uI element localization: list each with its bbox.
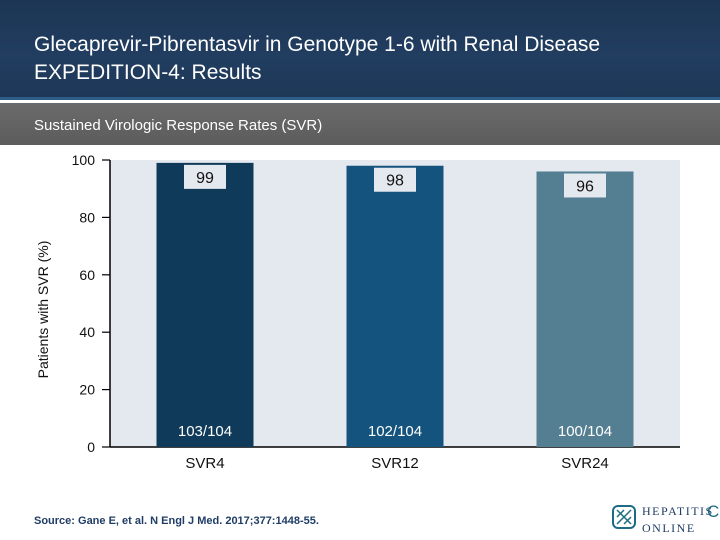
y-tick-label: 60 bbox=[79, 267, 95, 283]
x-tick-label: SVR24 bbox=[561, 455, 609, 472]
hepatitis-c-online-logo: HEPATITIS ONLINE C bbox=[612, 502, 720, 540]
title-band: Glecaprevir-Pibrentasvir in Genotype 1-6… bbox=[0, 0, 720, 100]
y-tick-label: 40 bbox=[79, 324, 95, 340]
value-label-box bbox=[374, 167, 416, 192]
section-heading: Sustained Virologic Response Rates (SVR) bbox=[34, 117, 323, 134]
count-label: 103/104 bbox=[178, 423, 232, 440]
section-band: Sustained Virologic Response Rates (SVR) bbox=[0, 103, 720, 145]
bar-svr24 bbox=[536, 171, 634, 448]
bar-svr4 bbox=[156, 162, 254, 447]
source-citation: Source: Gane E, et al. N Engl J Med. 201… bbox=[34, 515, 319, 527]
bar-chart: 0 20 40 60 80 100 Patients with SVR (%) 99 103/1… bbox=[35, 152, 680, 472]
logo-text-c: C bbox=[707, 502, 720, 521]
x-tick-label: SVR12 bbox=[371, 455, 419, 472]
y-axis-title: Patients with SVR (%) bbox=[35, 241, 51, 379]
logo-mark-icon bbox=[612, 505, 636, 529]
value-label: 98 bbox=[386, 173, 404, 190]
logo-text-hepatitis: HEPATITIS bbox=[642, 504, 714, 518]
value-label-box bbox=[184, 164, 226, 189]
logo-text-online: ONLINE bbox=[642, 521, 696, 535]
count-label: 102/104 bbox=[368, 423, 422, 440]
bar-svr12 bbox=[346, 165, 444, 448]
value-label: 96 bbox=[576, 178, 594, 195]
y-tick-label: 20 bbox=[79, 382, 95, 398]
value-label-box bbox=[564, 173, 606, 198]
y-tick-label: 0 bbox=[87, 439, 95, 455]
slide-subtitle-study: EXPEDITION-4: Results bbox=[34, 61, 262, 84]
value-label: 99 bbox=[196, 170, 214, 187]
y-tick-label: 100 bbox=[72, 152, 96, 168]
count-label: 100/104 bbox=[558, 423, 612, 440]
slide-title: Glecaprevir-Pibrentasvir in Genotype 1-6… bbox=[34, 33, 601, 56]
y-tick-label: 80 bbox=[79, 209, 95, 225]
x-tick-label: SVR4 bbox=[185, 455, 224, 472]
